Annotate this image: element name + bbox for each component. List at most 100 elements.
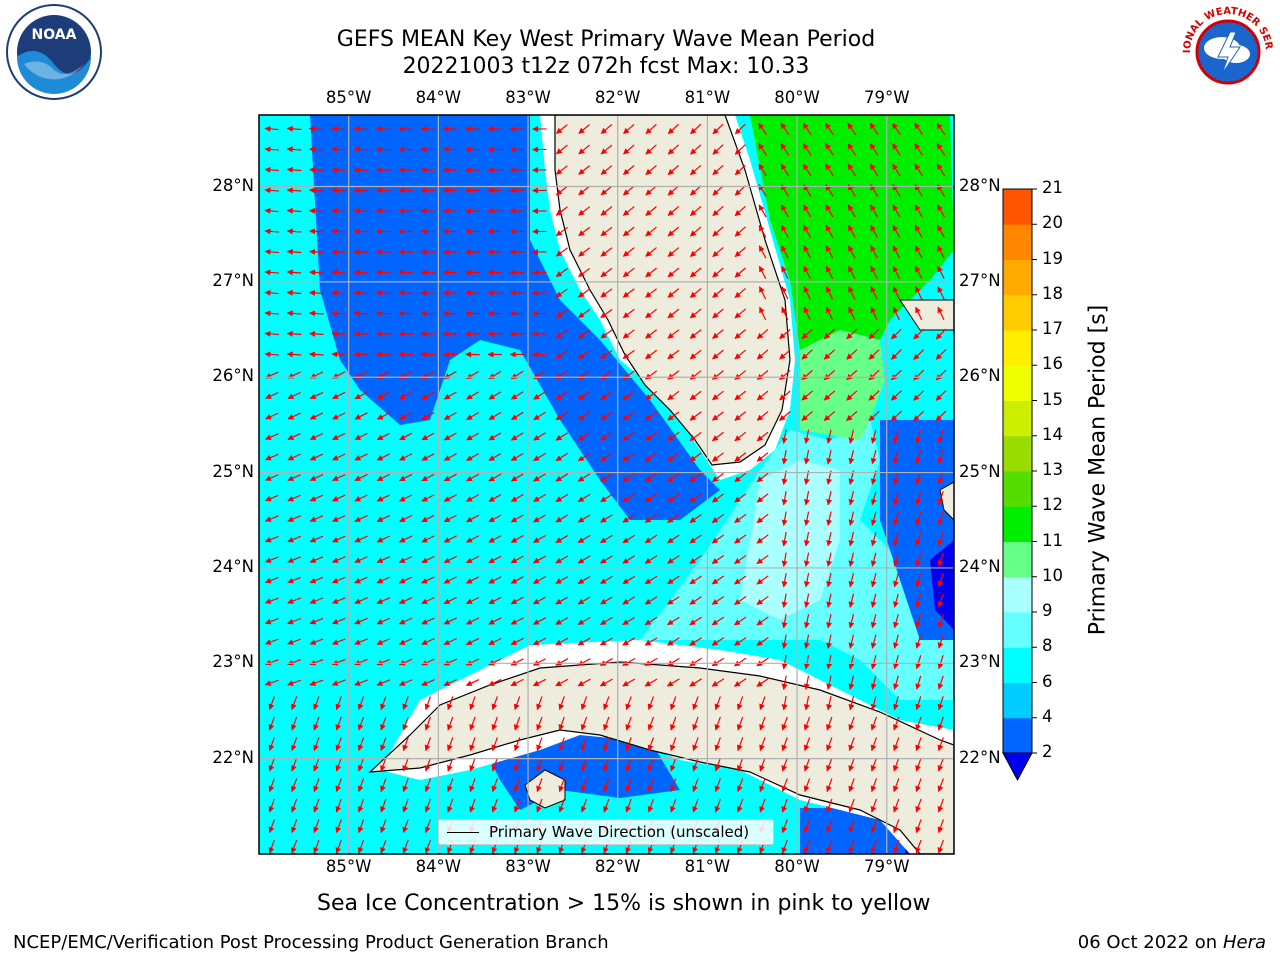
map-legend: Primary Wave Direction (unscaled) xyxy=(438,819,774,845)
wave-arrow xyxy=(758,245,767,259)
wave-arrow xyxy=(287,474,301,481)
wave-arrow xyxy=(354,556,368,563)
wave-arrow xyxy=(711,596,725,605)
wave-arrow xyxy=(465,678,480,687)
wave-arrow xyxy=(600,206,613,216)
wave-arrow xyxy=(465,596,480,605)
wave-arrow xyxy=(353,146,369,153)
wave-arrow xyxy=(711,555,725,564)
wave-arrow xyxy=(600,349,613,360)
wave-arrow xyxy=(870,265,878,280)
wave-arrow xyxy=(667,329,680,339)
wave-arrow xyxy=(803,532,810,547)
wave-arrow xyxy=(331,535,346,543)
wave-arrow xyxy=(286,207,302,214)
wave-arrow xyxy=(915,491,922,506)
wave-arrow xyxy=(286,289,302,296)
wave-arrow xyxy=(264,207,280,214)
wave-arrow xyxy=(666,657,680,667)
wave-arrow xyxy=(555,432,569,441)
sea-ice-note: Sea Ice Concentration > 15% is shown in … xyxy=(317,891,931,916)
wave-arrow xyxy=(870,716,878,731)
wave-arrow xyxy=(354,597,368,604)
wave-arrow xyxy=(354,432,368,441)
wave-arrow xyxy=(466,411,480,421)
wave-arrow xyxy=(399,494,413,502)
wave-arrow xyxy=(937,634,944,649)
wave-arrow xyxy=(555,596,569,605)
wave-arrow xyxy=(375,207,391,214)
wave-arrow xyxy=(469,778,476,793)
wave-arrow xyxy=(689,452,702,462)
wave-arrow xyxy=(892,265,901,280)
wave-arrow xyxy=(937,778,944,793)
wave-arrow xyxy=(670,716,677,731)
wave-arrow xyxy=(936,143,946,156)
colorbar-segment xyxy=(1003,576,1032,613)
wave-arrow xyxy=(622,534,636,544)
wave-arrow xyxy=(376,514,391,523)
wave-arrow xyxy=(935,390,947,401)
wave-arrow xyxy=(421,596,435,605)
wave-arrow xyxy=(354,576,368,584)
wave-arrow xyxy=(825,163,834,177)
wave-arrow xyxy=(510,514,524,523)
wave-arrow xyxy=(803,552,810,567)
wave-arrow xyxy=(558,798,565,813)
wave-arrow xyxy=(331,351,346,358)
lon-label-bottom: 82°W xyxy=(594,857,641,876)
wave-arrow xyxy=(803,204,812,218)
wave-arrow xyxy=(848,798,855,813)
wave-arrow xyxy=(577,637,591,646)
wave-arrow xyxy=(402,716,409,731)
wave-arrow xyxy=(756,575,769,585)
wave-arrow xyxy=(692,696,699,711)
wave-arrow xyxy=(402,798,409,813)
wave-arrow xyxy=(443,391,457,400)
wave-arrow xyxy=(847,163,857,177)
wave-arrow xyxy=(578,165,591,175)
wave-arrow xyxy=(354,514,368,523)
wave-arrow xyxy=(915,593,922,608)
lat-label-left: 24°N xyxy=(212,556,254,576)
wave-arrow xyxy=(265,474,279,481)
wave-arrow xyxy=(689,616,702,626)
map-field xyxy=(259,115,954,854)
wave-arrow xyxy=(734,493,747,503)
colorbar-tick-label: 20 xyxy=(1042,213,1063,233)
wave-arrow xyxy=(780,224,789,238)
wave-arrow xyxy=(398,269,413,276)
wave-arrow xyxy=(309,330,324,337)
wave-arrow xyxy=(712,185,724,196)
wave-arrow xyxy=(870,245,878,259)
wave-arrow xyxy=(689,575,702,585)
wave-arrow xyxy=(555,576,569,584)
wave-arrow xyxy=(380,819,387,834)
wave-arrow xyxy=(399,391,413,400)
wave-arrow xyxy=(893,675,899,690)
wave-arrow xyxy=(915,614,922,629)
wave-arrow xyxy=(264,535,279,543)
wave-arrow xyxy=(781,716,788,731)
wave-arrow xyxy=(733,657,747,667)
wave-arrow xyxy=(689,534,702,544)
wave-arrow xyxy=(781,819,788,834)
wave-arrow xyxy=(424,839,432,854)
wave-arrow xyxy=(711,678,725,687)
wave-arrow xyxy=(375,269,391,276)
wave-arrow xyxy=(711,637,725,646)
wave-arrow xyxy=(424,737,432,752)
wave-arrow xyxy=(689,390,702,401)
wave-arrow xyxy=(555,165,568,175)
wave-arrow xyxy=(893,655,899,670)
wave-arrow xyxy=(491,778,498,793)
wave-arrow xyxy=(667,555,680,564)
wave-arrow xyxy=(711,534,725,544)
wave-arrow xyxy=(421,391,435,400)
wave-arrow xyxy=(869,143,879,156)
wave-arrow xyxy=(936,122,946,136)
wave-arrow xyxy=(578,124,590,134)
wave-arrow xyxy=(936,204,946,218)
wave-arrow xyxy=(734,226,746,237)
wave-arrow xyxy=(421,432,435,441)
